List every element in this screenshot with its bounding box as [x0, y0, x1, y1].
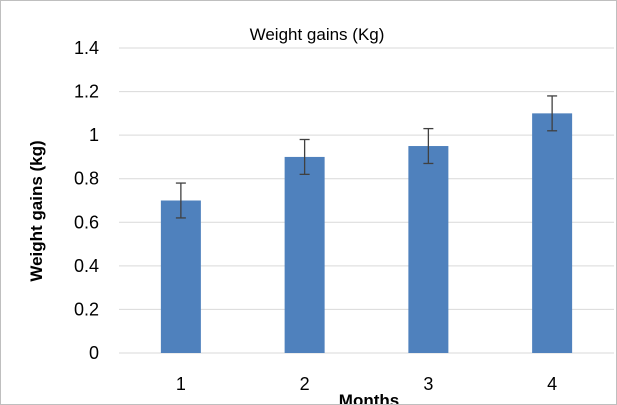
bar: [408, 146, 449, 353]
error-bars: [175, 95, 558, 219]
error-bar: [423, 127, 434, 165]
gridlines: [119, 47, 614, 354]
y-tick-label: 0.2: [74, 299, 99, 319]
error-bar: [547, 95, 558, 132]
y-tick-label: 1: [89, 125, 99, 145]
x-tick-label: 4: [547, 374, 557, 394]
x-tick-label: 1: [176, 374, 186, 394]
x-tick-label: 3: [423, 374, 433, 394]
x-axis-title: Months: [339, 391, 399, 404]
y-tick-label: 0.4: [74, 256, 99, 276]
x-tick-labels: 1 2 3 4: [176, 374, 557, 394]
bar: [532, 113, 573, 353]
bar: [160, 200, 201, 353]
y-tick-label: 0.8: [74, 169, 99, 189]
chart-title: Weight gains (Kg): [250, 25, 385, 44]
y-tick-label: 1.4: [74, 38, 99, 58]
y-tick-label: 0: [89, 343, 99, 363]
error-bar: [299, 138, 310, 176]
y-tick-labels: 0 0.2 0.4 0.6 0.8 1 1.2 1.4: [74, 38, 99, 363]
bars: [160, 113, 573, 353]
error-bar: [175, 182, 186, 219]
x-tick-label: 2: [300, 374, 310, 394]
y-tick-label: 0.6: [74, 212, 99, 232]
bar: [284, 156, 325, 353]
y-tick-label: 1.2: [74, 82, 99, 102]
y-axis-title: Weight gains (kg): [27, 140, 46, 281]
